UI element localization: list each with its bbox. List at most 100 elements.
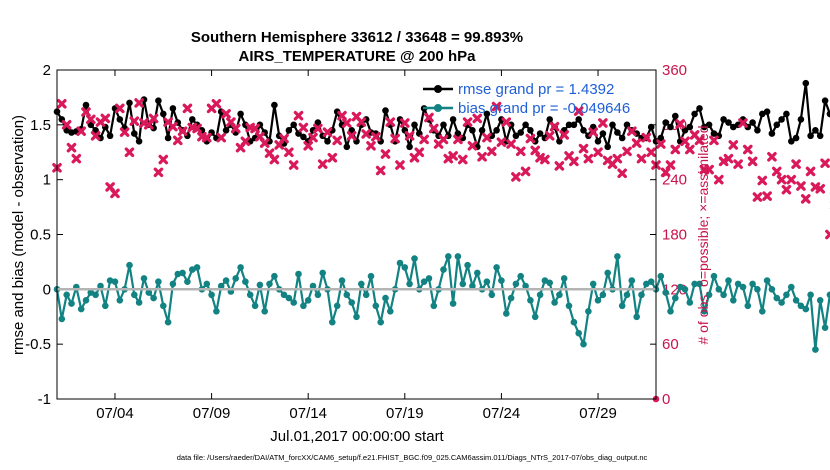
- data-point-rmse: [106, 132, 114, 140]
- data-point-bias: [285, 294, 293, 302]
- data-point-bias: [812, 346, 819, 353]
- data-point-bias: [725, 277, 732, 284]
- data-point-obs-assimilated: [385, 117, 396, 127]
- data-point-obs-assimilated: [448, 151, 458, 161]
- data-point-obs-assimilated: [685, 144, 695, 155]
- data-point-obs-assimilated: [419, 134, 429, 145]
- data-point-rmse: [705, 121, 713, 129]
- data-point-bias: [445, 253, 452, 260]
- data-point-obs-assimilated: [57, 99, 67, 109]
- data-point-rmse: [527, 127, 534, 134]
- legend: rmse grand pr = 1.4392 bias grand pr = -…: [423, 81, 630, 117]
- legend-bias-label: bias grand pr = -0.049646: [458, 100, 630, 117]
- data-point-obs-assimilated: [641, 132, 652, 143]
- data-point-rmse: [169, 105, 177, 112]
- data-point-obs-assimilated: [424, 112, 434, 123]
- data-point-bias: [358, 280, 365, 288]
- data-point-rmse: [237, 110, 244, 118]
- data-point-bias: [599, 291, 607, 299]
- data-point-obs-assimilated: [670, 144, 681, 155]
- data-point-bias: [208, 291, 215, 299]
- data-point-rmse: [594, 138, 602, 145]
- data-point-obs-assimilated: [284, 147, 294, 158]
- data-point-rmse: [517, 129, 524, 136]
- data-point-obs-assimilated: [201, 132, 212, 143]
- data-point-bias: [387, 308, 394, 315]
- data-point-bias: [367, 272, 375, 280]
- y-right-tick-label: 180: [662, 227, 687, 244]
- data-point-bias: [585, 308, 592, 315]
- data-point-obs-assimilated: [636, 153, 647, 164]
- data-point-rmse: [812, 127, 819, 134]
- data-point-rmse: [536, 130, 544, 137]
- data-point-bias: [778, 299, 785, 306]
- data-point-rmse: [609, 121, 616, 129]
- data-point-rmse: [667, 123, 674, 131]
- data-point-bias: [217, 282, 225, 290]
- data-point-bias: [251, 302, 259, 310]
- data-point-bias: [377, 318, 385, 326]
- data-point-obs-assimilated: [438, 134, 449, 145]
- data-point-bias: [560, 275, 568, 282]
- data-point-rmse: [599, 130, 607, 137]
- data-point-rmse: [343, 143, 351, 151]
- data-point-obs-assimilated: [713, 174, 724, 185]
- data-point-rmse: [575, 116, 582, 123]
- y-left-tick-label: 1.5: [30, 117, 51, 134]
- data-point-obs-assimilated: [453, 134, 463, 145]
- data-point-obs-assimilated: [665, 160, 676, 170]
- legend-rmse-label: rmse grand pr = 1.4392: [458, 81, 614, 98]
- data-point-bias: [744, 302, 752, 310]
- data-point-obs-assimilated: [544, 131, 555, 141]
- data-point-bias: [116, 297, 124, 304]
- data-point-obs-assimilated: [486, 146, 497, 157]
- chart-title-line2: AIRS_TEMPERATURE @ 200 hPa: [239, 48, 477, 65]
- data-point-bias: [222, 277, 230, 284]
- data-point-bias: [488, 291, 496, 299]
- data-point-bias: [135, 299, 143, 306]
- data-point-obs-assimilated: [549, 121, 560, 132]
- data-point-obs-assimilated: [472, 113, 483, 124]
- data-point-obs-assimilated: [119, 127, 130, 137]
- data-point-obs-assimilated: [781, 184, 792, 195]
- data-point-bias: [179, 269, 186, 277]
- y-right-tick-label: 360: [662, 62, 687, 79]
- data-point-rmse: [763, 108, 771, 115]
- x-tick-label: 07/04: [96, 405, 134, 422]
- data-point-bias: [140, 275, 148, 282]
- data-point-obs-assimilated: [530, 145, 541, 156]
- data-point-obs-assimilated: [168, 121, 178, 132]
- data-point-obs-assimilated: [71, 153, 82, 164]
- data-point-bias: [300, 302, 307, 310]
- data-point-obs-assimilated: [129, 116, 140, 126]
- data-point-bias: [633, 313, 640, 321]
- data-point-rmse: [493, 127, 500, 134]
- data-point-obs-assimilated: [791, 159, 801, 169]
- data-point-rmse: [618, 134, 626, 142]
- data-point-obs-assimilated: [675, 119, 685, 129]
- data-point-obs-assimilated: [733, 159, 743, 169]
- y-left-tick-label: 2: [43, 62, 51, 79]
- data-point-rmse: [657, 134, 665, 142]
- y-left-tick-label: 0: [43, 281, 51, 298]
- data-point-obs-assimilated: [598, 118, 608, 128]
- data-point-bias: [126, 261, 133, 269]
- data-point-rmse: [788, 138, 795, 145]
- data-point-bias: [681, 286, 689, 293]
- data-point-obs-assimilated: [578, 143, 589, 154]
- data-point-bias: [512, 280, 520, 288]
- data-point-obs-assimilated: [786, 174, 797, 185]
- data-point-obs-assimilated: [172, 135, 183, 146]
- data-point-bias: [213, 308, 220, 315]
- data-point-bias: [131, 291, 138, 299]
- data-point-bias: [406, 280, 413, 288]
- data-point-obs-assimilated: [540, 154, 550, 165]
- data-point-bias: [102, 302, 109, 310]
- data-point-bias: [82, 297, 90, 304]
- data-point-obs-assimilated: [482, 132, 492, 143]
- x-tick-label: 07/24: [483, 405, 521, 422]
- data-point-obs-assimilated: [680, 136, 690, 147]
- data-point-obs-assimilated: [573, 106, 584, 116]
- data-point-obs-assimilated: [559, 130, 570, 140]
